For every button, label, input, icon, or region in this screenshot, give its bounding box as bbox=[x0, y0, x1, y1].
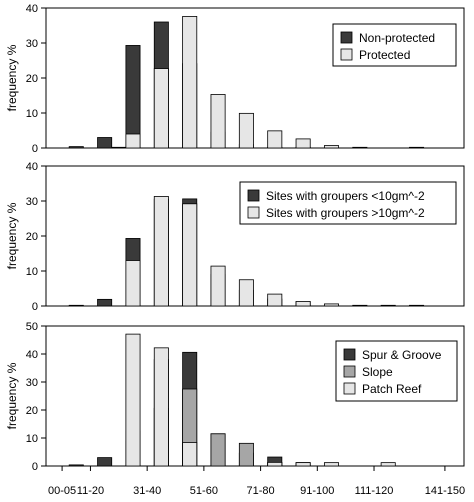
legend-label-0: Sites with groupers <10gm^-2 bbox=[266, 189, 425, 203]
y-tick-label: 40 bbox=[26, 161, 38, 173]
bar-sites-with-groupers-10gm-2-bin-21 bbox=[352, 304, 368, 307]
x-tick-label: 00-05 bbox=[48, 485, 76, 497]
panel-1: 0 10 20 30 40 frequency % Non-protected Protect… bbox=[5, 3, 465, 155]
bar-protected-bin-11 bbox=[210, 94, 226, 149]
legend-label-2: Patch Reef bbox=[362, 382, 422, 396]
bar-sites-with-groupers-10gm-2-bin-9 bbox=[182, 203, 198, 307]
legend-box bbox=[335, 340, 458, 402]
bar-sites-with-groupers-10gm-2-bin-13 bbox=[238, 279, 254, 307]
legend-swatch-0 bbox=[247, 189, 260, 202]
bar-sites-with-groupers-10gm-2-bin-17 bbox=[295, 301, 311, 307]
bar-spur-groove-bin-3 bbox=[97, 457, 113, 467]
bar-patch-reef-bin-7 bbox=[153, 347, 169, 467]
legend-label-1: Protected bbox=[359, 48, 410, 62]
bar-protected-bin-5 bbox=[125, 133, 141, 149]
bar-non-protected-bin-4 bbox=[111, 146, 127, 149]
y-tick-label: 10 bbox=[26, 108, 38, 120]
y-axis-label: frequency % bbox=[5, 362, 19, 429]
x-axis: 00-05 11-20 31-40 51-60 71-80 91-100 111-120 14… bbox=[48, 466, 465, 497]
panel-3: 0 10 20 30 40 50 frequency % Spur & Groove Slope… bbox=[5, 321, 465, 473]
bar-sites-with-groupers-10gm-2-bin-23 bbox=[380, 304, 396, 307]
bar-sites-with-groupers-10gm-2-bin-3 bbox=[97, 298, 113, 307]
legend-swatch-1 bbox=[340, 48, 353, 61]
bar-sites-with-groupers-10gm-2-bin-7 bbox=[153, 196, 169, 307]
bar-patch-reef-bin-5 bbox=[125, 333, 141, 467]
bar-sites-with-groupers-10gm-2-bin-19 bbox=[323, 303, 339, 307]
y-tick-label: 40 bbox=[26, 3, 38, 15]
y-tick-label: 30 bbox=[26, 377, 38, 389]
y-tick-label: 20 bbox=[26, 231, 38, 243]
legend-box bbox=[332, 23, 457, 67]
x-tick-label: 71-80 bbox=[247, 485, 275, 497]
bar-non-protected-bin-25 bbox=[409, 146, 425, 149]
y-axis-label: frequency % bbox=[5, 44, 19, 111]
x-tick-label: 91-100 bbox=[300, 485, 334, 497]
x-tick-label: 111-120 bbox=[355, 485, 394, 497]
x-tick-label: 11-20 bbox=[77, 485, 104, 497]
bar-protected-bin-9 bbox=[182, 15, 198, 149]
bar-patch-reef-bin-19 bbox=[323, 462, 339, 467]
bar-non-protected-bin-5 bbox=[125, 45, 141, 149]
x-tick-label: 31-40 bbox=[133, 485, 161, 497]
legend-box bbox=[239, 181, 457, 225]
y-tick-label: 30 bbox=[26, 196, 38, 208]
bar-patch-reef-bin-9 bbox=[182, 442, 198, 467]
legend: Spur & Groove Slope Patch Reef bbox=[335, 340, 458, 402]
bar-spur-groove-bin-1 bbox=[68, 464, 84, 467]
bar-slope-bin-13 bbox=[238, 442, 254, 467]
bar-sites-with-groupers-10gm-2-bin-1 bbox=[68, 304, 84, 307]
y-tick-label: 0 bbox=[32, 143, 38, 155]
y-tick-label: 10 bbox=[26, 266, 38, 278]
x-tick-label: 51-60 bbox=[190, 485, 218, 497]
y-axis-label: frequency % bbox=[5, 202, 19, 269]
bar-non-protected-bin-3 bbox=[97, 137, 113, 149]
bar-non-protected-bin-21 bbox=[352, 146, 368, 149]
legend: Sites with groupers <10gm^-2 Sites with g… bbox=[239, 181, 457, 225]
bar-slope-bin-11 bbox=[210, 433, 226, 467]
bar-sites-with-groupers-10gm-2-bin-25 bbox=[409, 304, 425, 307]
legend-label-1: Slope bbox=[362, 365, 393, 379]
panel-2: 0 10 20 30 40 frequency % Sites with groupers … bbox=[5, 161, 465, 313]
bar-protected-bin-19 bbox=[323, 145, 339, 149]
bar-sites-with-groupers-10gm-2-bin-5 bbox=[125, 260, 141, 307]
legend-label-1: Sites with groupers >10gm^-2 bbox=[266, 206, 425, 220]
bar-protected-bin-15 bbox=[267, 130, 283, 149]
y-tick-label: 30 bbox=[26, 38, 38, 50]
bar-patch-reef-bin-23 bbox=[380, 462, 396, 467]
y-tick-label: 0 bbox=[32, 301, 38, 313]
legend-swatch-0 bbox=[343, 348, 356, 361]
y-tick-label: 40 bbox=[26, 349, 38, 361]
legend-swatch-1 bbox=[343, 365, 356, 378]
bar-patch-reef-bin-17 bbox=[295, 462, 311, 467]
legend-label-0: Spur & Groove bbox=[362, 348, 442, 362]
x-tick-label: 141-150 bbox=[425, 485, 465, 497]
y-tick-label: 50 bbox=[26, 321, 38, 333]
legend-swatch-2 bbox=[343, 382, 356, 395]
bar-protected-bin-17 bbox=[295, 138, 311, 149]
y-tick-label: 10 bbox=[26, 433, 38, 445]
legend: Non-protected Protected bbox=[332, 23, 457, 67]
y-tick-label: 20 bbox=[26, 405, 38, 417]
legend-swatch-1 bbox=[247, 206, 260, 219]
legend-swatch-0 bbox=[340, 31, 353, 44]
bar-non-protected-bin-1 bbox=[68, 146, 84, 149]
bar-sites-with-groupers-10gm-2-bin-11 bbox=[210, 265, 226, 307]
y-tick-label: 20 bbox=[26, 73, 38, 85]
bar-protected-bin-13 bbox=[238, 112, 254, 149]
legend-label-0: Non-protected bbox=[359, 31, 435, 45]
bar-protected-bin-7 bbox=[153, 68, 169, 149]
bar-patch-reef-bin-15 bbox=[267, 461, 283, 467]
bar-sites-with-groupers-10gm-2-bin-15 bbox=[267, 293, 283, 307]
y-tick-label: 0 bbox=[32, 461, 38, 473]
